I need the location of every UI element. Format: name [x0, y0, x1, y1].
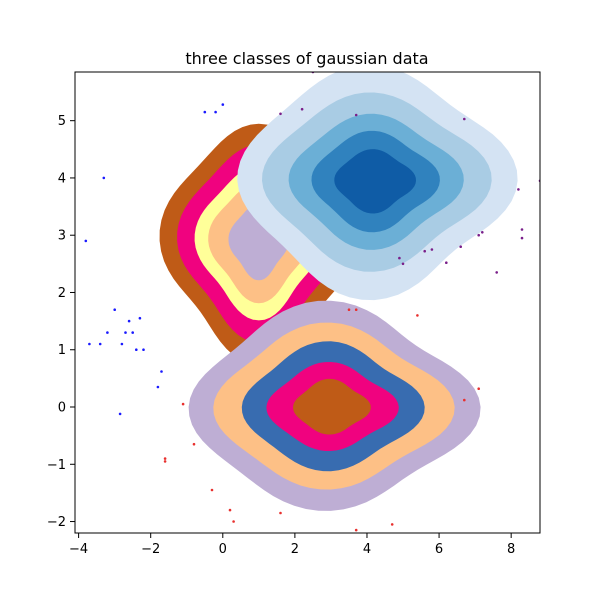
data-point	[398, 256, 401, 260]
data-point	[477, 233, 481, 237]
x-axis: −4 −2 0 2 4 6 8	[69, 533, 515, 557]
contour-level-1-4	[334, 149, 416, 214]
y-tick-label: −1	[47, 458, 66, 473]
data-point	[354, 113, 358, 117]
data-point	[463, 398, 466, 402]
data-point	[84, 239, 88, 243]
data-point	[102, 176, 106, 180]
data-point	[98, 342, 102, 346]
data-point	[517, 188, 520, 191]
data-point	[390, 523, 394, 526]
data-point	[127, 319, 131, 323]
data-point	[279, 511, 282, 515]
data-point	[347, 308, 351, 312]
data-point	[354, 528, 358, 532]
x-tick-label: 0	[219, 542, 227, 557]
data-point	[481, 231, 484, 234]
y-tick-label: 5	[58, 114, 66, 129]
x-tick-label: 6	[435, 542, 443, 557]
data-point	[106, 331, 109, 334]
data-point	[354, 308, 358, 312]
data-point	[142, 348, 145, 352]
data-point	[232, 520, 235, 523]
x-tick-label: 2	[291, 542, 299, 557]
y-axis: −2 −1 0 1 2 3 4 5	[47, 114, 75, 530]
data-point	[214, 110, 217, 114]
y-tick-label: 2	[58, 286, 66, 301]
data-point	[423, 249, 427, 253]
data-point	[463, 117, 466, 121]
data-point	[430, 248, 434, 251]
data-point	[300, 107, 304, 111]
plot-area	[84, 68, 540, 532]
data-point	[118, 412, 122, 416]
y-tick-label: −2	[47, 515, 66, 530]
data-point	[520, 228, 524, 231]
data-point	[459, 245, 463, 248]
data-point	[131, 331, 134, 334]
data-point	[477, 387, 481, 391]
x-tick-label: 4	[363, 542, 371, 557]
x-tick-label: 8	[507, 542, 515, 557]
data-point	[113, 308, 116, 312]
x-tick-label: −2	[141, 542, 160, 557]
chart-title: three classes of gaussian data	[185, 49, 428, 68]
data-point	[520, 236, 524, 240]
x-tick-label: −4	[69, 542, 88, 557]
data-point	[156, 385, 160, 389]
data-point	[88, 342, 91, 346]
y-tick-label: 3	[58, 229, 66, 244]
data-point	[192, 442, 196, 446]
contour-level-2-4	[293, 378, 371, 435]
data-point	[445, 261, 448, 265]
y-tick-label: 0	[58, 401, 66, 416]
data-point	[138, 316, 142, 320]
data-point	[495, 271, 499, 274]
y-tick-label: 4	[58, 171, 66, 186]
data-point	[401, 262, 405, 266]
data-point	[416, 314, 419, 317]
axes-frame	[74, 71, 541, 534]
data-point	[181, 402, 185, 406]
data-point	[279, 112, 282, 116]
data-point	[160, 370, 163, 373]
y-tick-label: 1	[58, 343, 66, 358]
data-point	[210, 488, 214, 492]
data-point	[120, 342, 124, 346]
data-point	[203, 110, 207, 114]
data-point	[221, 103, 225, 106]
data-point	[135, 348, 138, 352]
data-point	[124, 331, 127, 334]
data-point	[286, 68, 289, 71]
data-point	[163, 457, 167, 460]
data-point	[163, 460, 167, 463]
data-point	[228, 508, 232, 512]
